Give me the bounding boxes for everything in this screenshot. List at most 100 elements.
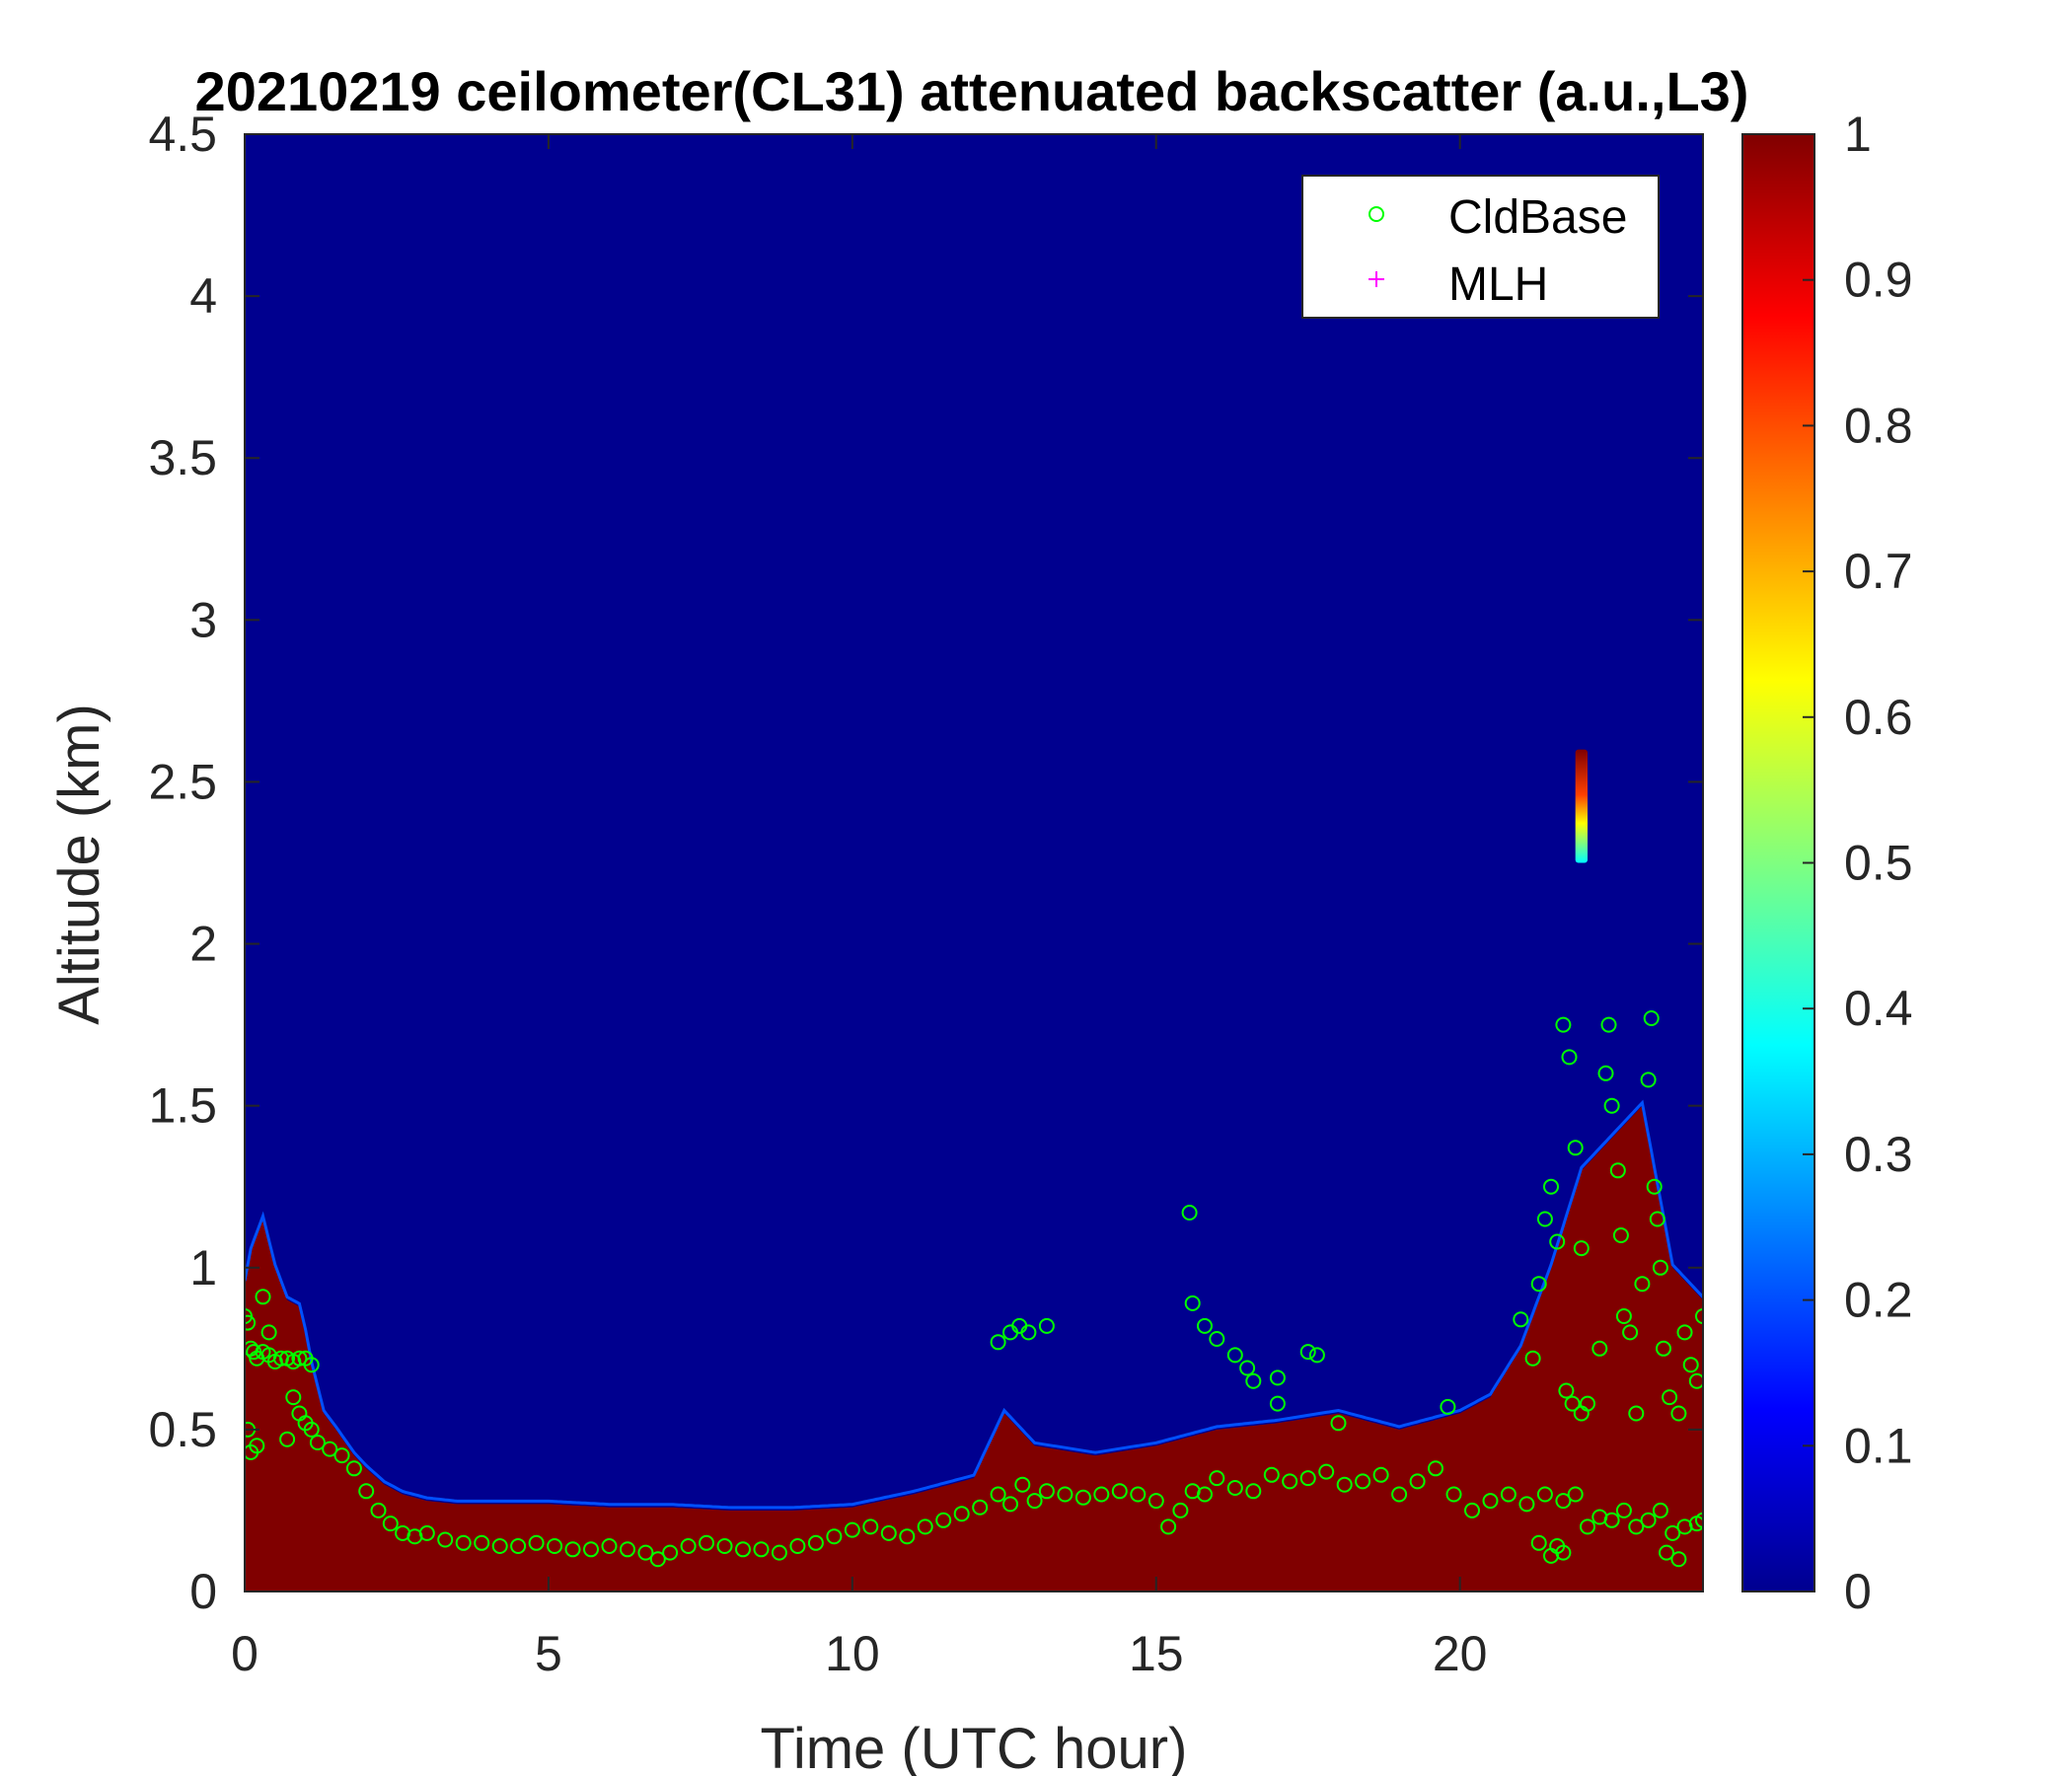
cldbase-point bbox=[1695, 1308, 1703, 1324]
cldbase-point bbox=[382, 1516, 399, 1532]
cldbase-point bbox=[1695, 1512, 1703, 1528]
cldbase-point bbox=[1518, 1496, 1535, 1513]
cldbase-point bbox=[1282, 1473, 1298, 1490]
cldbase-point bbox=[510, 1538, 527, 1554]
cldbase-point bbox=[1665, 1524, 1681, 1541]
colorbar-tick-label: 0.9 bbox=[1844, 253, 1913, 308]
cldbase-point bbox=[285, 1389, 302, 1406]
y-tick-label: 0.5 bbox=[148, 1402, 217, 1457]
x-axis-label: Time (UTC hour) bbox=[761, 1717, 1188, 1776]
cldbase-point bbox=[1513, 1311, 1529, 1328]
cldbase-point bbox=[455, 1534, 472, 1551]
cldbase-point bbox=[1147, 1493, 1164, 1510]
cldbase-point bbox=[1445, 1486, 1462, 1503]
cldbase-point bbox=[862, 1518, 879, 1535]
cldbase-point bbox=[753, 1541, 770, 1558]
y-tick-label: 4 bbox=[189, 268, 217, 324]
legend-marker-cldbase bbox=[1369, 206, 1384, 222]
cldbase-point bbox=[1057, 1486, 1073, 1503]
colorbar-tick-label: 0 bbox=[1844, 1564, 1872, 1619]
cldbase-point bbox=[1652, 1259, 1668, 1276]
x-tick-label: 10 bbox=[825, 1626, 880, 1681]
cldbase-point bbox=[771, 1544, 787, 1561]
cldbase-point bbox=[255, 1289, 271, 1305]
cldbase-point bbox=[1628, 1405, 1645, 1422]
cldbase-point bbox=[807, 1534, 824, 1551]
y-tick-label: 3.5 bbox=[148, 430, 217, 485]
legend-label-mlh: MLH bbox=[1448, 259, 1548, 311]
cldbase-point bbox=[1530, 1276, 1547, 1293]
cldbase-point bbox=[1111, 1483, 1128, 1500]
cldbase-point bbox=[789, 1538, 806, 1554]
cldbase-point bbox=[333, 1447, 350, 1464]
cldbase-point bbox=[1628, 1518, 1645, 1535]
cldbase-point bbox=[418, 1524, 435, 1541]
cldbase-point bbox=[1561, 1049, 1578, 1066]
cldbase-point bbox=[716, 1538, 733, 1554]
cldbase-point bbox=[1524, 1350, 1541, 1367]
cldbase-point bbox=[358, 1483, 375, 1500]
cldbase-point bbox=[1543, 1178, 1559, 1195]
cldbase-point bbox=[1688, 1372, 1703, 1389]
cldbase-point bbox=[601, 1538, 618, 1554]
legend-label-cldbase: CldBase bbox=[1448, 191, 1627, 244]
cldbase-point bbox=[345, 1460, 362, 1477]
cldbase-point bbox=[1299, 1470, 1316, 1487]
y-axis-label: Altitude (km) bbox=[47, 703, 111, 1025]
cldbase-point bbox=[1640, 1072, 1657, 1088]
cldbase-point bbox=[1336, 1476, 1353, 1493]
colorbar-tick-label: 0.4 bbox=[1844, 981, 1913, 1036]
cldbase-point bbox=[309, 1435, 326, 1450]
colorbar-tick-label: 0.2 bbox=[1844, 1273, 1913, 1328]
cldbase-point bbox=[1245, 1372, 1262, 1389]
cldbase-point bbox=[474, 1534, 490, 1551]
cldbase-point bbox=[1355, 1473, 1371, 1490]
colorbar-tick-label: 1 bbox=[1844, 107, 1872, 162]
cldbase-point bbox=[899, 1528, 916, 1545]
cldbase-point bbox=[1600, 1016, 1617, 1033]
cldbase-point bbox=[1197, 1317, 1213, 1334]
cldbase-point bbox=[1646, 1178, 1663, 1195]
cldbase-point bbox=[1002, 1496, 1018, 1513]
cldbase-point bbox=[1184, 1295, 1201, 1311]
cldbase-point bbox=[1209, 1331, 1225, 1347]
colorbar-tick-label: 0.8 bbox=[1844, 398, 1913, 453]
cldbase-point bbox=[303, 1357, 320, 1373]
colorbar-tick-label: 0.5 bbox=[1844, 836, 1913, 891]
cldbase-point bbox=[1573, 1240, 1590, 1257]
cldbase-point bbox=[1074, 1489, 1091, 1506]
cldbase-point bbox=[1609, 1162, 1626, 1179]
cldbase-point bbox=[1172, 1502, 1189, 1518]
cldbase-point bbox=[1226, 1480, 1243, 1496]
elevated-cloud-patch bbox=[1575, 749, 1588, 863]
cldbase-point bbox=[1567, 1486, 1584, 1503]
cldbase-point bbox=[620, 1541, 635, 1558]
cldbase-point bbox=[1591, 1340, 1608, 1357]
cldbase-point bbox=[1634, 1276, 1651, 1293]
cldbase-point bbox=[1603, 1512, 1620, 1528]
cldbase-point bbox=[564, 1541, 581, 1558]
cldbase-point bbox=[1549, 1233, 1566, 1250]
cldbase-point bbox=[1026, 1493, 1043, 1510]
cldbase-point bbox=[972, 1499, 989, 1516]
y-tick-label: 2 bbox=[189, 917, 217, 972]
cldbase-point bbox=[1093, 1486, 1110, 1503]
cldbase-point bbox=[547, 1538, 563, 1554]
y-tick-label: 2.5 bbox=[148, 754, 217, 809]
cldbase-point bbox=[1597, 1065, 1614, 1081]
cldbase-point bbox=[1464, 1502, 1480, 1518]
cldbase-point bbox=[735, 1541, 751, 1558]
cldbase-point bbox=[1615, 1308, 1632, 1324]
cldbase-point bbox=[370, 1502, 387, 1518]
y-tick-label: 1.5 bbox=[148, 1078, 217, 1134]
cldbase-point bbox=[245, 1314, 257, 1331]
cldbase-point bbox=[826, 1528, 843, 1545]
cldbase-point bbox=[1536, 1486, 1553, 1503]
x-axis: 0 5 10 15 20 bbox=[231, 134, 1487, 1681]
cldbase-point bbox=[680, 1538, 697, 1554]
cldbase-point bbox=[935, 1512, 952, 1528]
cldbase-point bbox=[1160, 1518, 1177, 1535]
cldbase-point bbox=[1197, 1486, 1213, 1503]
cldbase-point bbox=[303, 1421, 320, 1438]
cldbase-point bbox=[1372, 1466, 1389, 1483]
